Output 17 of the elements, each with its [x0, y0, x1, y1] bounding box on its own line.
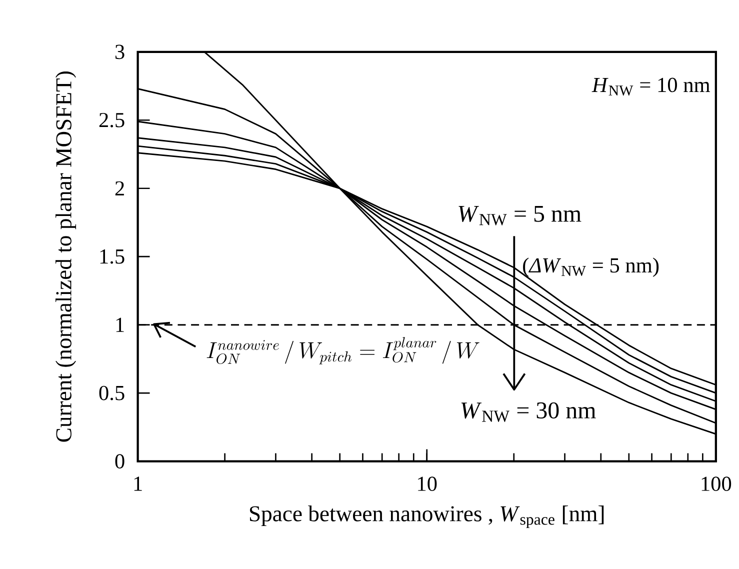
- annotation: (ΔW$_{NW}$ = 5 nm): [523, 258, 659, 277]
- y-tick-label: 0.5: [99, 386, 124, 400]
- y-tick-label: 3: [115, 44, 124, 60]
- y-tick-label: 1.5: [100, 249, 124, 264]
- x-axis-title: Space between nanowires , W$_{space}$ [nm]: [250, 505, 604, 528]
- annotation: H$_{NW}$ = 10 nm: [592, 78, 710, 96]
- y-tick-label: 1: [116, 318, 124, 332]
- y-tick-label: 2: [115, 181, 124, 196]
- x-tick-label: 1: [134, 476, 142, 491]
- series-label: W$_{NW}$ = 5 nm: [458, 206, 582, 226]
- x-tick-label: 10: [418, 476, 437, 491]
- legend-label: W$_{NW}$ = 30 nm: [461, 402, 596, 422]
- ref-line-label: $I_{ON}^{nanowire} \,/\, W_{pitch} = I_{ON}^{planar} \,/\, W$: [206, 337, 480, 364]
- x-tick-label: 100: [702, 476, 732, 491]
- y-axis-title: Current (normalized to planar MOSFET): [56, 71, 76, 442]
- y-tick-label: 0: [115, 454, 124, 468]
- y-tick-label: 2.5: [99, 112, 124, 128]
